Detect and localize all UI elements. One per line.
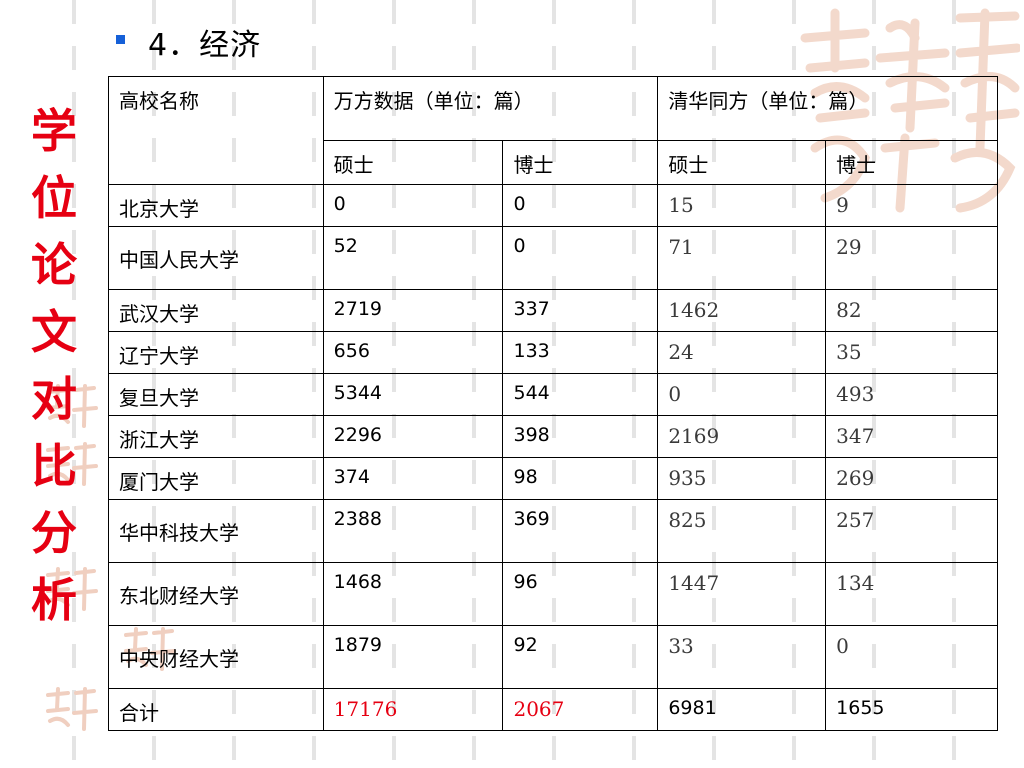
- school-name: 辽宁大学: [108, 331, 324, 374]
- wf-master-cell: 5344: [322, 373, 504, 416]
- school-name: 武汉大学: [108, 289, 324, 332]
- total-wf-master: 17176: [322, 688, 504, 731]
- side-title-char: 析: [31, 573, 77, 627]
- side-title-char: 学: [31, 104, 77, 158]
- seal-stamp-watermark: [46, 442, 98, 486]
- table-row: 北京大学 0 0 15 9: [108, 184, 998, 227]
- th-master-cell: 15: [657, 184, 827, 227]
- seal-stamp-watermark: [46, 384, 98, 428]
- header-tsinghua: 清华同方（单位：篇）: [657, 76, 998, 141]
- side-title-char: 位: [31, 171, 77, 225]
- th-doctor-cell: 134: [825, 562, 998, 626]
- table-total-row: 合计 17176 2067 6981 1655: [108, 688, 998, 731]
- school-name: 北京大学: [108, 184, 324, 227]
- table-row: 辽宁大学 656 133 24 35: [108, 331, 998, 374]
- wf-master-cell: 1468: [322, 562, 504, 626]
- table-row: 武汉大学 2719 337 1462 82: [108, 289, 998, 332]
- wf-doctor-cell: 92: [502, 625, 659, 689]
- wf-master-cell: 1879: [322, 625, 504, 689]
- school-name: 华中科技大学: [108, 499, 324, 563]
- table-header-row: 高校名称 万方数据（单位：篇） 清华同方（单位：篇）: [108, 76, 998, 185]
- th-doctor-cell: 269: [825, 457, 998, 500]
- table-row: 厦门大学 374 98 935 269: [108, 457, 998, 500]
- seal-stamp-watermark: [46, 567, 98, 611]
- table-row: 东北财经大学 1468 96 1447 134: [108, 562, 998, 626]
- thesis-comparison-table: 高校名称 万方数据（单位：篇） 清华同方（单位：篇） 硕士 博士 硕士 博士 北…: [108, 76, 998, 731]
- side-title-char: 比: [31, 439, 77, 493]
- school-name: 东北财经大学: [108, 562, 324, 626]
- header-wanfang: 万方数据（单位：篇）: [322, 76, 659, 141]
- wf-doctor-cell: 369: [502, 499, 659, 563]
- subheader-wf-doctor: 博士: [502, 140, 659, 185]
- school-name: 中国人民大学: [108, 226, 324, 290]
- wf-doctor-cell: 337: [502, 289, 659, 332]
- th-doctor-cell: 0: [825, 625, 998, 689]
- wf-master-cell: 0: [322, 184, 504, 227]
- th-master-cell: 2169: [657, 415, 827, 458]
- side-title-char: 论: [31, 238, 77, 292]
- wf-master-cell: 2719: [322, 289, 504, 332]
- school-name: 浙江大学: [108, 415, 324, 458]
- total-wf-doctor: 2067: [502, 688, 659, 731]
- side-title-char: 对: [31, 372, 77, 426]
- school-name: 复旦大学: [108, 373, 324, 416]
- th-doctor-cell: 82: [825, 289, 998, 332]
- seal-stamp-watermark: [46, 687, 98, 731]
- th-doctor-cell: 257: [825, 499, 998, 563]
- side-title-char: 文: [31, 305, 77, 359]
- header-school: 高校名称: [108, 76, 324, 185]
- wf-master-cell: 2388: [322, 499, 504, 563]
- side-title-char: 分: [31, 506, 77, 560]
- th-doctor-cell: 29: [825, 226, 998, 290]
- total-th-master: 6981: [657, 688, 827, 731]
- wf-doctor-cell: 96: [502, 562, 659, 626]
- bullet-marker: [116, 35, 125, 44]
- table-row: 中央财经大学 1879 92 33 0: [108, 625, 998, 689]
- th-master-cell: 0: [657, 373, 827, 416]
- th-master-cell: 24: [657, 331, 827, 374]
- wf-master-cell: 374: [322, 457, 504, 500]
- table-row: 华中科技大学 2388 369 825 257: [108, 499, 998, 563]
- wf-master-cell: 52: [322, 226, 504, 290]
- wf-doctor-cell: 398: [502, 415, 659, 458]
- subheader-th-doctor: 博士: [825, 140, 998, 185]
- th-master-cell: 1447: [657, 562, 827, 626]
- th-doctor-cell: 35: [825, 331, 998, 374]
- table-subheader-row: 硕士 博士 硕士 博士: [109, 140, 998, 185]
- wf-doctor-cell: 544: [502, 373, 659, 416]
- th-doctor-cell: 9: [825, 184, 998, 227]
- th-master-cell: 825: [657, 499, 827, 563]
- wf-doctor-cell: 133: [502, 331, 659, 374]
- school-name: 厦门大学: [108, 457, 324, 500]
- vertical-side-title: 学 位 论 文 对 比 分 析: [26, 98, 82, 634]
- th-master-cell: 935: [657, 457, 827, 500]
- total-label: 合计: [108, 688, 324, 731]
- th-master-cell: 1462: [657, 289, 827, 332]
- th-doctor-cell: 347: [825, 415, 998, 458]
- th-master-cell: 71: [657, 226, 827, 290]
- wf-doctor-cell: 0: [502, 184, 659, 227]
- th-master-cell: 33: [657, 625, 827, 689]
- subheader-wf-master: 硕士: [322, 140, 504, 185]
- wf-doctor-cell: 0: [502, 226, 659, 290]
- table-row: 中国人民大学 52 0 71 29: [108, 226, 998, 290]
- total-th-doctor: 1655: [825, 688, 998, 731]
- table-row: 浙江大学 2296 398 2169 347: [108, 415, 998, 458]
- wf-master-cell: 656: [322, 331, 504, 374]
- school-name: 中央财经大学: [108, 625, 324, 689]
- slide-heading: 4．经济: [148, 28, 262, 63]
- subheader-th-master: 硕士: [657, 140, 827, 185]
- wf-doctor-cell: 98: [502, 457, 659, 500]
- table-row: 复旦大学 5344 544 0 493: [108, 373, 998, 416]
- wf-master-cell: 2296: [322, 415, 504, 458]
- th-doctor-cell: 493: [825, 373, 998, 416]
